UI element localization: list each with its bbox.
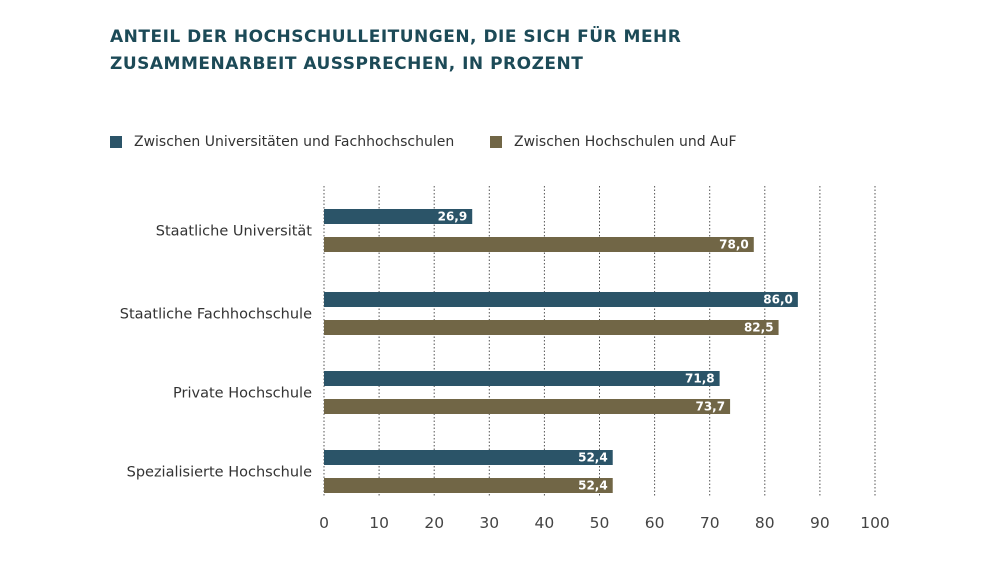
bar-value-label: 71,8 [685,372,715,386]
legend-swatch-series-1 [110,136,122,148]
legend-item-series-1: Zwischen Universitäten und Fachhochschul… [110,134,454,150]
bar-value-label: 73,7 [695,400,725,414]
x-tick-label: 100 [860,514,890,532]
bar-series-2 [324,237,754,252]
category-labels: Staatliche Universität Staatliche Fachhoc… [120,224,313,481]
x-tick-label: 0 [319,514,329,532]
bar-series-1 [324,450,613,465]
x-tick-label: 20 [424,514,444,532]
x-tick-label: 30 [479,514,499,532]
bar-series-1 [324,371,720,386]
x-tick-label: 10 [369,514,389,532]
bar-value-label: 52,4 [578,451,608,465]
bar-series-2 [324,478,613,493]
bar-value-label: 82,5 [744,321,774,335]
category-label: Spezialisierte Hochschule [127,465,312,481]
category-label: Staatliche Universität [156,224,313,240]
bar-value-label: 78,0 [719,238,749,252]
x-tick-label: 70 [700,514,720,532]
bar-series-1 [324,292,798,307]
bar-series-1 [324,209,473,224]
gridlines [323,186,876,496]
chart-title: ANTEIL DER HOCHSCHULLEITUNGEN, DIE SICH … [110,27,682,74]
x-tick-label: 40 [535,514,555,532]
bar-value-label: 52,4 [578,479,608,493]
bar-value-label: 86,0 [763,293,793,307]
bar-series-2 [324,320,779,335]
legend-swatch-series-2 [490,136,502,148]
legend-item-series-2: Zwischen Hochschulen und AuF [490,134,737,150]
legend-label-series-2: Zwischen Hochschulen und AuF [514,134,737,150]
x-tick-label: 60 [645,514,665,532]
bar-value-label: 26,9 [438,210,468,224]
x-tick-label: 50 [590,514,610,532]
x-tick-label: 90 [810,514,830,532]
legend-label-series-1: Zwischen Universitäten und Fachhochschul… [134,134,455,150]
category-label: Private Hochschule [173,386,312,402]
x-axis-ticks: 0 10 20 30 40 50 60 70 80 90 100 [319,514,890,532]
category-label: Staatliche Fachhochschule [120,307,312,323]
bar-series-2 [324,399,731,414]
x-tick-label: 80 [755,514,775,532]
bars: 26,9 78,0 86,0 82,5 71,8 73,7 52,4 52,4 [324,209,798,493]
